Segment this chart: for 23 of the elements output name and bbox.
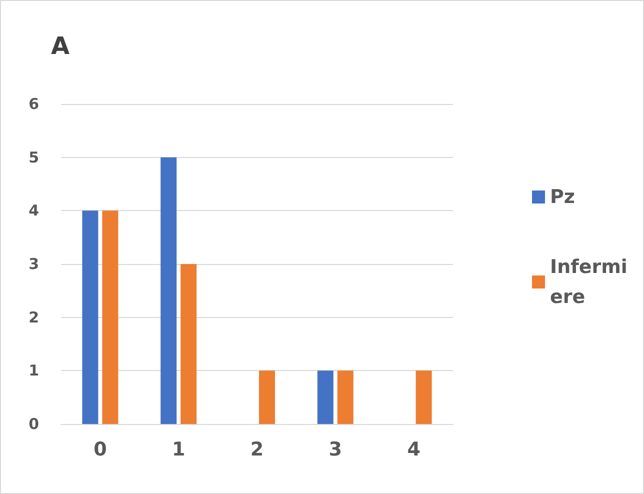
bar	[180, 264, 197, 424]
bar	[82, 210, 98, 424]
legend-label: Pz	[550, 186, 575, 208]
bar	[416, 370, 432, 424]
bar	[102, 210, 118, 424]
x-tick-label: 3	[328, 438, 342, 460]
y-tick-label: 3	[28, 255, 39, 273]
bar	[317, 370, 334, 424]
x-tick-label: 1	[172, 438, 186, 460]
x-tick-label: 4	[407, 438, 420, 460]
x-tick-label: 2	[250, 438, 264, 460]
chart-title: A	[51, 32, 70, 60]
x-tick-label: 0	[94, 438, 107, 460]
y-tick-label: 1	[28, 362, 39, 380]
y-tick-label: 4	[28, 202, 39, 220]
y-tick-label: 5	[28, 148, 39, 166]
legend-label: Infermiere	[550, 256, 628, 308]
y-tick-label: 2	[28, 308, 39, 326]
y-tick-label: 6	[28, 95, 39, 113]
y-tick-label: 0	[28, 415, 39, 433]
bar	[259, 370, 275, 424]
bar	[160, 157, 177, 424]
bar	[337, 370, 354, 424]
